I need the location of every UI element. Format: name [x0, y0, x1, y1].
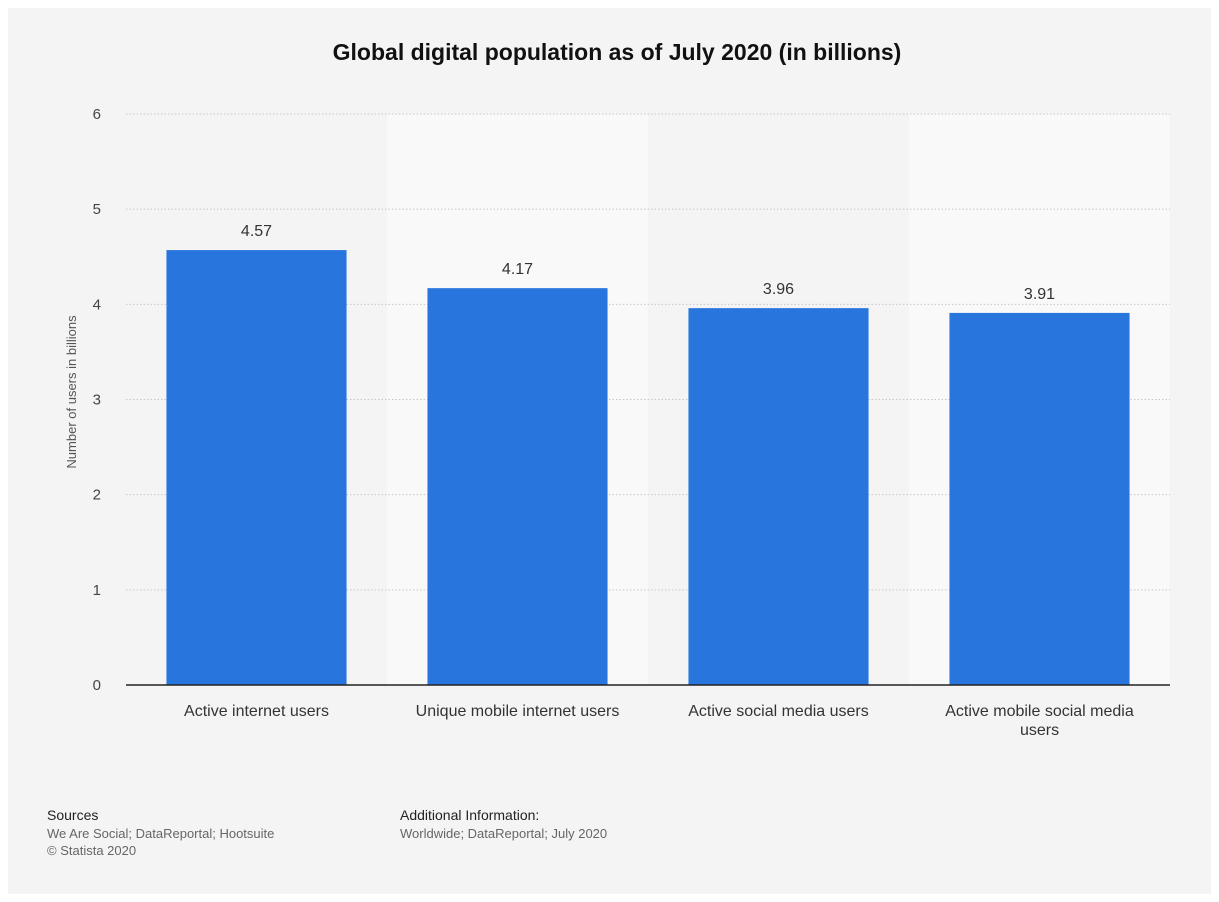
chart-frame: Global digital population as of July 202…	[8, 8, 1211, 894]
bar-value-label: 4.17	[502, 261, 533, 278]
y-tick-label: 2	[93, 487, 101, 504]
sources-title: Sources	[47, 807, 99, 823]
y-tick-label: 5	[93, 201, 101, 218]
bar-value-label: 4.57	[241, 223, 272, 240]
additional-info-text: Worldwide; DataReportal; July 2020	[400, 826, 608, 841]
chart-title: Global digital population as of July 202…	[333, 39, 902, 65]
bar[interactable]	[166, 250, 347, 686]
y-tick-label: 1	[93, 582, 101, 599]
bar[interactable]	[688, 308, 869, 685]
sources-text: We Are Social; DataReportal; Hootsuite	[47, 826, 275, 841]
bar-value-label: 3.96	[763, 281, 794, 298]
y-tick-label: 4	[93, 296, 101, 313]
x-category-label: Unique mobile internet users	[416, 703, 620, 720]
additional-info-block: Additional Information: Worldwide; DataR…	[400, 807, 607, 842]
bar[interactable]	[427, 288, 608, 685]
sources-block: Sources We Are Social; DataReportal; Hoo…	[47, 807, 274, 859]
y-axis-label: Number of users in billions	[64, 315, 79, 469]
bar-value-label: 3.91	[1024, 286, 1055, 303]
y-tick-label: 6	[93, 106, 101, 123]
x-category-label: Active mobile social media users	[945, 703, 1134, 739]
y-tick-label: 3	[93, 392, 101, 409]
bar[interactable]	[949, 312, 1130, 685]
x-category-label: Active social media users	[688, 703, 869, 720]
additional-info-title: Additional Information:	[400, 807, 540, 823]
copyright-text: © Statista 2020	[47, 843, 137, 858]
y-tick-label: 0	[93, 677, 101, 694]
bar-chart: Global digital population as of July 202…	[64, 39, 1170, 739]
x-category-label: Active internet users	[184, 703, 329, 720]
